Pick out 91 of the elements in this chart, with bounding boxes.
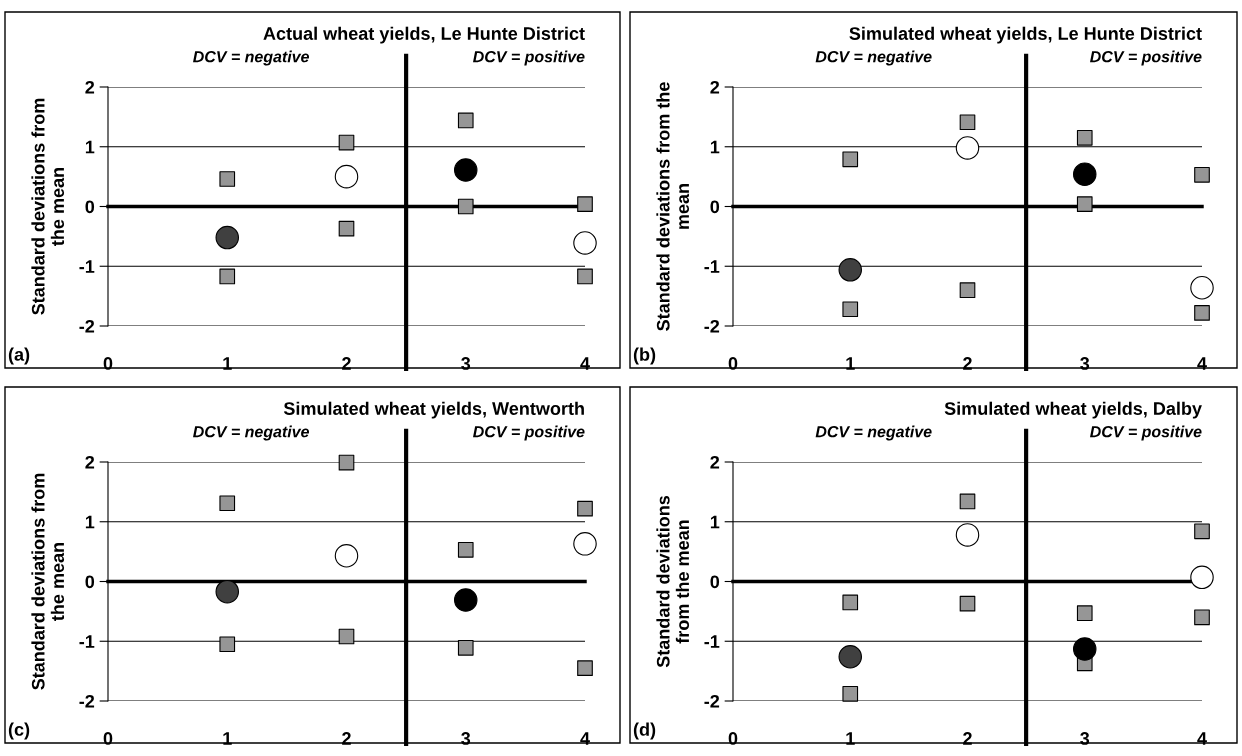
- y-tick-label: -2: [79, 694, 95, 708]
- text: (c): [8, 722, 30, 740]
- point: [457, 541, 474, 558]
- y-tick-label: -1: [79, 635, 95, 648]
- point: [842, 685, 859, 702]
- x-tick-label: 3: [1080, 732, 1090, 745]
- y-tick-label: 2: [710, 80, 720, 94]
- text: DCV = negative: [193, 50, 310, 66]
- point: [338, 220, 355, 237]
- y-tick-label: -1: [704, 260, 720, 273]
- point: [1194, 523, 1210, 540]
- x-tick-label: 3: [461, 732, 471, 745]
- text: DCV = negative: [815, 425, 932, 441]
- chart-title: Simulated wheat yields, Wentworth: [283, 401, 584, 419]
- x-tick-label: 1: [223, 357, 232, 370]
- x-tick-label: 3: [461, 357, 471, 370]
- point: [219, 495, 236, 512]
- text: DCV = positive: [1090, 50, 1202, 66]
- point: [338, 454, 355, 471]
- y-tick-label: -2: [704, 319, 720, 333]
- point: [1194, 305, 1210, 321]
- point: [959, 282, 976, 298]
- point: [1076, 196, 1093, 212]
- chart-title: Actual wheat yields, Le Hunte District: [263, 26, 585, 44]
- point: [842, 301, 859, 318]
- x-tick-label: 4: [580, 732, 590, 745]
- point: [457, 639, 474, 656]
- point: [457, 198, 474, 215]
- y-tick-label: 1: [85, 515, 95, 529]
- y-tick-label: -2: [79, 319, 95, 333]
- x-tick-label: 3: [1080, 357, 1090, 370]
- x-tick-label: 0: [728, 732, 738, 745]
- point: [577, 268, 593, 285]
- text: DCV = negative: [815, 50, 932, 66]
- x-tick-label: 2: [342, 357, 351, 370]
- y-tick-label: 2: [85, 455, 95, 469]
- y-axis-title: Standard deviations from the mean: [656, 82, 690, 331]
- text: DCV = positive: [473, 425, 585, 441]
- x-tick-label: 2: [963, 357, 972, 370]
- point: [457, 112, 474, 129]
- x-tick-label: 1: [223, 732, 232, 745]
- point: [842, 151, 859, 168]
- x-tick-label: 4: [580, 357, 590, 370]
- point: [959, 595, 976, 612]
- x-tick-label: 0: [728, 357, 738, 370]
- x-tick-label: 4: [1197, 732, 1207, 745]
- y-axis-title: Standard deviations from the mean: [31, 473, 65, 690]
- x-tick-label: 0: [103, 732, 113, 745]
- y-tick-label: 2: [85, 80, 95, 94]
- text: DCV = positive: [473, 50, 585, 66]
- point: [338, 628, 355, 645]
- x-tick-label: 1: [846, 357, 855, 370]
- point: [219, 171, 236, 187]
- point: [577, 660, 593, 676]
- x-tick-label: 2: [342, 732, 351, 745]
- y-tick-label: -2: [704, 694, 720, 708]
- y-tick-label: 1: [85, 140, 95, 154]
- y-tick-label: 1: [710, 515, 720, 529]
- point: [1194, 166, 1210, 183]
- point: [577, 196, 593, 212]
- y-tick-label: -1: [704, 635, 720, 648]
- y-tick-label: 1: [710, 140, 720, 154]
- x-tick-label: 0: [103, 357, 113, 370]
- x-tick-label: 1: [846, 732, 855, 745]
- y-tick-label: -1: [79, 260, 95, 273]
- point: [219, 268, 236, 285]
- text: (a): [8, 347, 30, 365]
- y-tick-label: 0: [85, 575, 95, 589]
- y-axis-title: Standard deviations from the mean: [656, 495, 690, 668]
- x-tick-label: 4: [1197, 357, 1207, 370]
- point: [219, 636, 236, 653]
- chart-title: Simulated wheat yields, Dalby: [944, 401, 1202, 419]
- point: [959, 114, 976, 131]
- y-tick-label: 2: [710, 455, 720, 469]
- point: [1194, 609, 1210, 626]
- point: [577, 500, 593, 517]
- y-tick-label: 0: [85, 200, 95, 214]
- point: [842, 594, 859, 611]
- text: DCV = positive: [1090, 425, 1202, 441]
- point: [959, 493, 976, 510]
- y-tick-label: 0: [710, 575, 720, 589]
- point: [338, 134, 355, 151]
- text: (b): [633, 347, 656, 365]
- text: DCV = negative: [193, 425, 310, 441]
- point: [1076, 129, 1093, 146]
- x-tick-label: 2: [963, 732, 972, 745]
- text: (d): [633, 722, 656, 740]
- point: [1076, 605, 1093, 622]
- y-tick-label: 0: [710, 200, 720, 214]
- chart-title: Simulated wheat yields, Le Hunte District: [849, 26, 1202, 44]
- y-axis-title: Standard deviations from the mean: [31, 98, 65, 315]
